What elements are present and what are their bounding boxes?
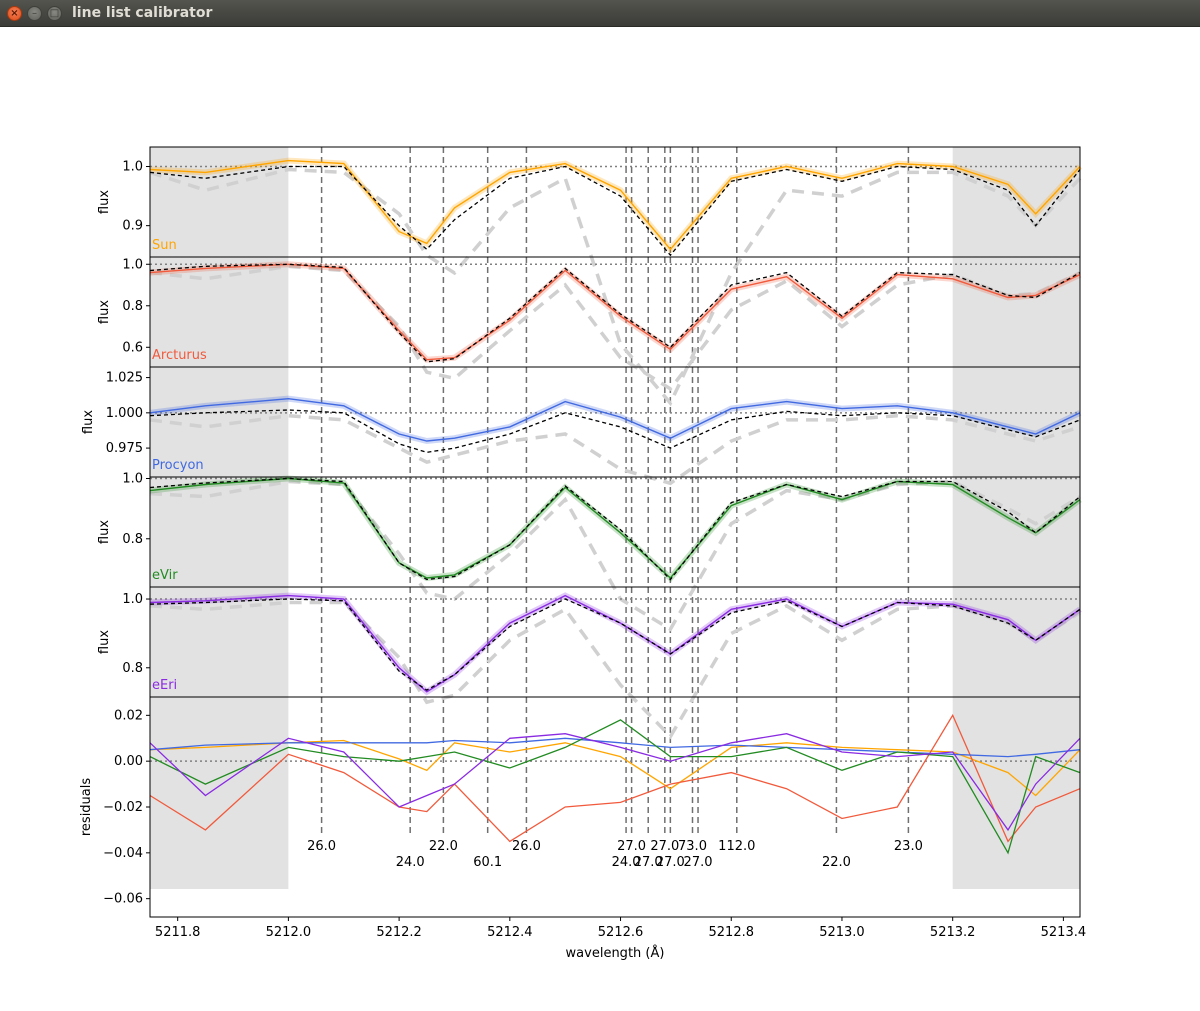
- xtick-label: 5212.2: [376, 925, 422, 940]
- star-label: eEri: [152, 678, 177, 693]
- window-titlebar: × – □ line list calibrator: [0, 0, 1200, 27]
- residual-eeri: [149, 733, 1081, 832]
- ytick-label: 0.02: [114, 708, 143, 723]
- ytick-label: 0.9: [122, 219, 143, 234]
- panel-ylabel: flux: [97, 190, 112, 214]
- star-label: Procyon: [152, 458, 204, 473]
- model-spectrum: [149, 477, 1081, 581]
- reference-spectrum: [149, 167, 1082, 407]
- line-marker-label: 22.0: [822, 855, 851, 870]
- observed-spectrum: [149, 263, 1081, 361]
- star-label: Arcturus: [152, 348, 207, 363]
- line-marker-label: 27.0: [684, 855, 713, 870]
- panel-ylabel: flux: [81, 410, 96, 434]
- line-marker-label: 112.0: [718, 839, 755, 854]
- ytick-label: 1.0: [122, 592, 143, 607]
- panel-ylabel: flux: [97, 300, 112, 324]
- line-marker-label: 60.1: [473, 855, 502, 870]
- xtick-label: 5212.0: [266, 925, 312, 940]
- observed-spectrum: [149, 397, 1081, 442]
- residual-arcturus: [149, 713, 1081, 843]
- spectrum-panel-sun: 0.9 1.0 flux Sun: [97, 157, 1083, 407]
- observed-spectrum: [149, 159, 1081, 251]
- observed-band: [149, 395, 1082, 445]
- residual-procyon: [149, 737, 1081, 758]
- minimize-icon: –: [32, 8, 37, 19]
- line-marker-label: 23.0: [894, 839, 923, 854]
- ytick-label: 1.025: [106, 371, 143, 386]
- reference-spectrum: [149, 479, 1081, 632]
- xtick-label: 5212.8: [709, 925, 755, 940]
- maximize-icon: □: [49, 8, 60, 19]
- reference-spectrum: [149, 413, 1081, 486]
- spectrum-panel-eeri: 0.8 1.0 flux eEri: [97, 592, 1082, 740]
- spectra-figure[interactable]: 0.9 1.0 flux Sun 0.6 0.8 1.0 flux Arcturus 0.975 1…: [0, 27, 1200, 1011]
- ytick-label: 1.0: [122, 257, 143, 272]
- line-marker-label: 27.0: [656, 855, 685, 870]
- xtick-label: 5213.4: [1041, 925, 1087, 940]
- window-minimize-button[interactable]: –: [27, 6, 42, 21]
- ytick-label: 0.6: [122, 340, 143, 355]
- star-label: eVir: [152, 568, 178, 583]
- line-marker-label: 27.0: [634, 855, 663, 870]
- observed-spectrum: [149, 477, 1081, 580]
- reference-spectrum: [149, 264, 1081, 392]
- line-marker-label: 24.0: [612, 855, 641, 870]
- ytick-label: 1.0: [122, 160, 143, 175]
- residual-sun: [149, 739, 1081, 797]
- ytick-label: 0.975: [106, 441, 143, 456]
- residuals-panel: 0.02 0.00 −0.02 −0.04 −0.06 residuals: [79, 708, 1081, 907]
- ytick-label: 1.0: [122, 472, 143, 487]
- ytick-label: 0.8: [122, 532, 143, 547]
- line-marker-label: 26.0: [307, 839, 336, 854]
- ytick-label: 1.000: [106, 406, 143, 421]
- model-spectrum: [149, 598, 1081, 691]
- observed-band: [149, 157, 1083, 254]
- line-marker-label: 24.0: [396, 855, 425, 870]
- ytick-label: 0.8: [122, 661, 143, 676]
- panel-frame: [149, 366, 1081, 478]
- spectrum-panel-arcturus: 0.6 0.8 1.0 flux Arcturus: [97, 257, 1082, 392]
- star-label: Sun: [152, 238, 177, 253]
- window-close-button[interactable]: ×: [7, 6, 22, 21]
- panel-ylabel: flux: [97, 520, 112, 544]
- panel-ylabel: flux: [97, 630, 112, 654]
- model-spectrum: [149, 263, 1081, 363]
- line-marker-label: 27.0: [650, 839, 679, 854]
- observed-spectrum: [149, 594, 1081, 693]
- panel-frame: [149, 696, 1081, 918]
- line-marker-label: 27.0: [617, 839, 646, 854]
- window-maximize-button[interactable]: □: [47, 6, 62, 21]
- ytick-label: 0.8: [122, 299, 143, 314]
- reference-spectrum: [149, 600, 1081, 740]
- ytick-label: −0.02: [103, 800, 143, 815]
- xtick-label: 5213.0: [819, 925, 865, 940]
- ytick-label: 0.00: [114, 754, 143, 769]
- ytick-label: −0.04: [103, 846, 143, 861]
- line-marker-label: 26.0: [512, 839, 541, 854]
- residual-evir: [149, 719, 1081, 855]
- xtick-label: 5212.6: [598, 925, 644, 940]
- ytick-label: −0.06: [103, 892, 143, 907]
- model-spectrum: [149, 165, 1081, 257]
- residuals-ylabel: residuals: [79, 778, 94, 837]
- close-icon: ×: [10, 8, 19, 19]
- observed-band: [149, 592, 1082, 696]
- xtick-label: 5212.4: [487, 925, 533, 940]
- line-marker-label: 22.0: [429, 839, 458, 854]
- xtick-label: 5213.2: [930, 925, 976, 940]
- x-axis-label: wavelength (Å): [566, 945, 665, 961]
- spectrum-panel-procyon: 0.975 1.000 1.025 flux Procyon: [81, 371, 1082, 486]
- window-title: line list calibrator: [72, 5, 213, 21]
- line-marker-label: 73.0: [678, 839, 707, 854]
- xtick-label: 5211.8: [155, 925, 201, 940]
